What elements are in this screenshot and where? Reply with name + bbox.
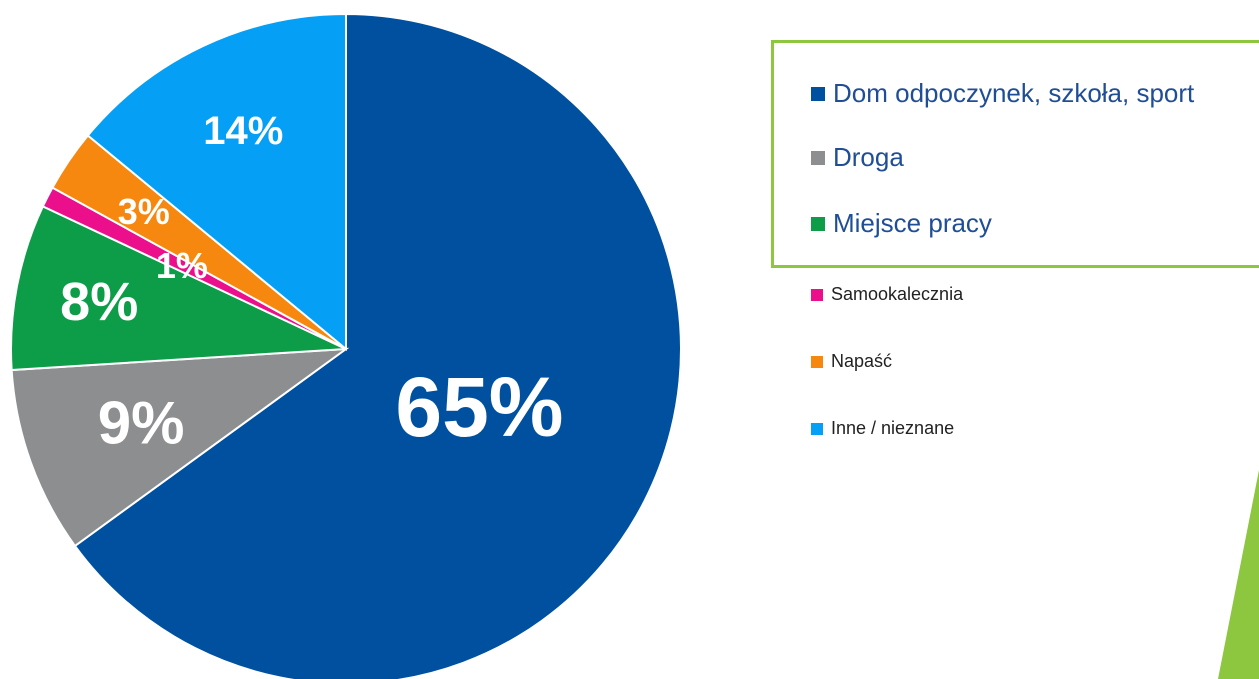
legend-item-droga: Droga [811,142,904,173]
legend-swatch [811,150,825,165]
legend-item-inne: Inne / nieznane [811,418,954,439]
pie-data-label: 8% [60,272,138,332]
pie-data-label: 1% [156,245,208,286]
pie-slice [73,12,682,679]
legend-label: Samookalecznia [831,284,964,304]
green-wedge-shape [1218,470,1259,679]
legend-swatch [811,86,825,101]
legend-item-miejsce-pracy: Miejsce pracy [811,208,992,239]
legend-swatch [811,288,823,301]
pie-chart: 65% 9% 8% 1% 3% 14% [10,12,682,679]
legend-item-samookalecznia: Samookalecznia [811,284,963,305]
legend-swatch [811,422,823,435]
legend-swatch [811,355,823,368]
pie-slice [10,347,350,548]
pie-data-label: 9% [98,389,185,456]
pie-slice [10,205,347,372]
legend-swatch [811,216,825,231]
pie-data-label: 3% [118,191,170,232]
pie-data-label: 65% [395,360,563,454]
pie-slice [86,12,347,352]
legend-label: Miejsce pracy [833,208,992,238]
legend-label: Napaść [831,351,893,371]
legend-item-dom: Dom odpoczynek, szkoła, sport [811,78,1194,109]
legend-label: Droga [833,142,904,172]
legend-label: Dom odpoczynek, szkoła, sport [833,78,1195,108]
legend-label: Inne / nieznane [831,418,955,438]
pie-data-label: 14% [203,109,283,153]
legend-item-napasc: Napaść [811,351,892,372]
legend-highlight-box [771,40,1259,268]
